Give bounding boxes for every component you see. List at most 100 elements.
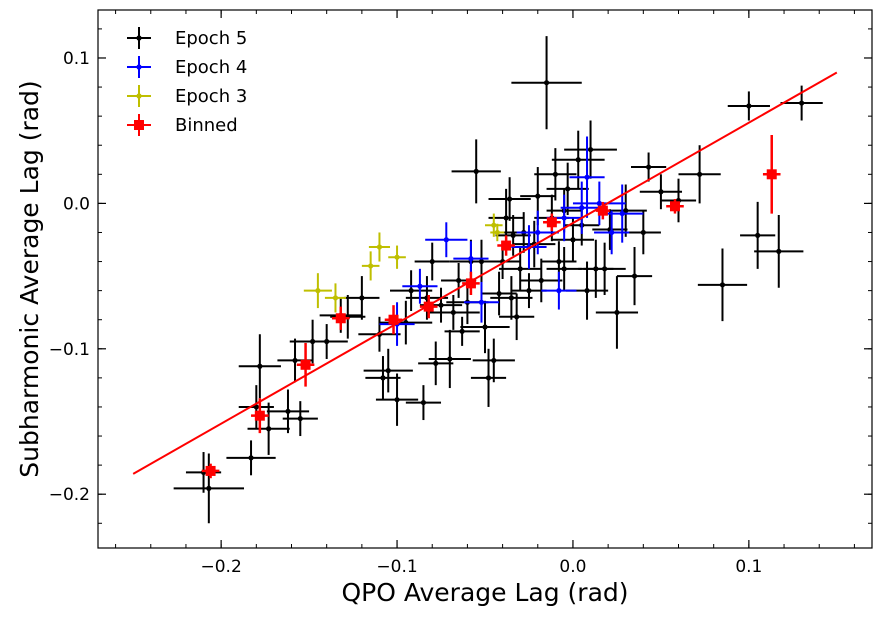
legend-label: Epoch 5 — [175, 28, 247, 49]
dot-marker — [478, 299, 485, 305]
data-point — [226, 440, 276, 476]
dot-marker — [429, 258, 435, 265]
series-epoch5 — [173, 36, 823, 524]
dot-marker — [561, 266, 567, 272]
data-point — [740, 201, 776, 269]
square-marker — [205, 465, 216, 476]
data-point — [520, 258, 563, 303]
dot-marker — [535, 193, 541, 199]
data-point — [572, 181, 626, 226]
dot-marker — [623, 208, 629, 214]
data-point — [534, 148, 577, 201]
x-tick-label: 0.0 — [559, 557, 586, 577]
data-point — [368, 232, 391, 262]
dot-marker — [776, 248, 782, 254]
dot-marker — [496, 290, 502, 297]
data-point — [564, 120, 617, 179]
dot-marker — [450, 309, 456, 316]
dot-marker — [640, 229, 646, 236]
square-marker — [465, 278, 476, 289]
square-marker — [669, 201, 680, 212]
data-point — [551, 130, 605, 189]
dot-marker — [408, 288, 414, 294]
data-point — [173, 453, 245, 524]
dot-marker — [602, 266, 608, 272]
data-point — [546, 247, 582, 291]
dot-marker — [206, 485, 212, 491]
dot-marker — [324, 338, 330, 345]
dot-marker — [561, 215, 567, 221]
legend-dot-marker — [136, 93, 142, 99]
data-marks — [173, 36, 823, 524]
data-point — [625, 210, 661, 255]
dot-marker — [565, 186, 571, 192]
dot-marker — [380, 375, 386, 381]
y-tick-label: 0.1 — [63, 49, 90, 69]
square-marker — [501, 240, 512, 251]
dot-marker — [584, 174, 590, 180]
data-point — [639, 174, 683, 210]
dot-marker — [447, 356, 453, 362]
dot-marker — [253, 404, 259, 410]
dot-marker — [315, 288, 321, 294]
data-point — [488, 177, 531, 221]
dot-marker — [543, 80, 550, 86]
legend-item-epoch4: Epoch 4 — [127, 56, 247, 78]
data-point — [462, 271, 480, 295]
series-epoch4 — [379, 136, 644, 346]
data-point — [762, 135, 781, 214]
dot-marker — [491, 222, 497, 228]
dot-marker — [359, 295, 365, 301]
y-tick-label: −0.1 — [49, 340, 90, 360]
data-point — [451, 139, 501, 204]
legend-square-marker — [134, 120, 144, 130]
data-point — [595, 276, 639, 349]
dot-marker — [459, 328, 465, 334]
plot-frame — [97, 9, 873, 549]
dot-marker — [514, 314, 520, 320]
series-binned — [201, 135, 781, 479]
dot-marker — [556, 288, 562, 294]
legend-label: Epoch 4 — [175, 57, 247, 78]
data-point — [453, 241, 489, 277]
data-point — [594, 210, 630, 255]
dot-marker — [248, 455, 254, 461]
dot-marker — [332, 295, 339, 301]
data-point — [425, 222, 468, 258]
dot-marker — [417, 283, 423, 289]
data-point — [324, 283, 347, 313]
dot-marker — [746, 103, 752, 109]
legend-item-epoch3: Epoch 3 — [127, 85, 247, 107]
dot-marker — [570, 237, 576, 243]
x-tick-label: −0.2 — [200, 557, 241, 577]
y-tick-label: −0.2 — [49, 485, 90, 505]
dot-marker — [468, 256, 474, 262]
data-point — [490, 223, 505, 242]
dot-marker — [538, 277, 544, 284]
data-point — [418, 341, 454, 386]
dot-marker — [658, 189, 664, 195]
square-marker — [597, 205, 608, 216]
data-point — [499, 247, 542, 291]
legend-dot-marker — [136, 64, 142, 70]
dot-marker — [619, 210, 625, 217]
dot-marker — [368, 263, 374, 269]
dot-marker — [385, 368, 391, 374]
data-point — [375, 373, 419, 426]
dot-marker — [755, 232, 761, 238]
dot-marker — [596, 200, 602, 206]
dot-marker — [485, 375, 492, 381]
legend-label: Epoch 3 — [175, 86, 247, 107]
data-point — [331, 306, 350, 330]
dot-marker — [491, 357, 497, 364]
data-point — [305, 324, 348, 359]
data-point — [560, 181, 603, 234]
dot-marker — [456, 277, 462, 284]
data-point — [384, 305, 403, 335]
dot-marker — [394, 254, 400, 260]
data-point — [754, 215, 804, 288]
x-axis-label: QPO Average Lag (rad) — [341, 578, 628, 607]
legend-label: Binned — [175, 115, 238, 136]
data-point — [414, 242, 450, 281]
data-point — [402, 268, 438, 304]
